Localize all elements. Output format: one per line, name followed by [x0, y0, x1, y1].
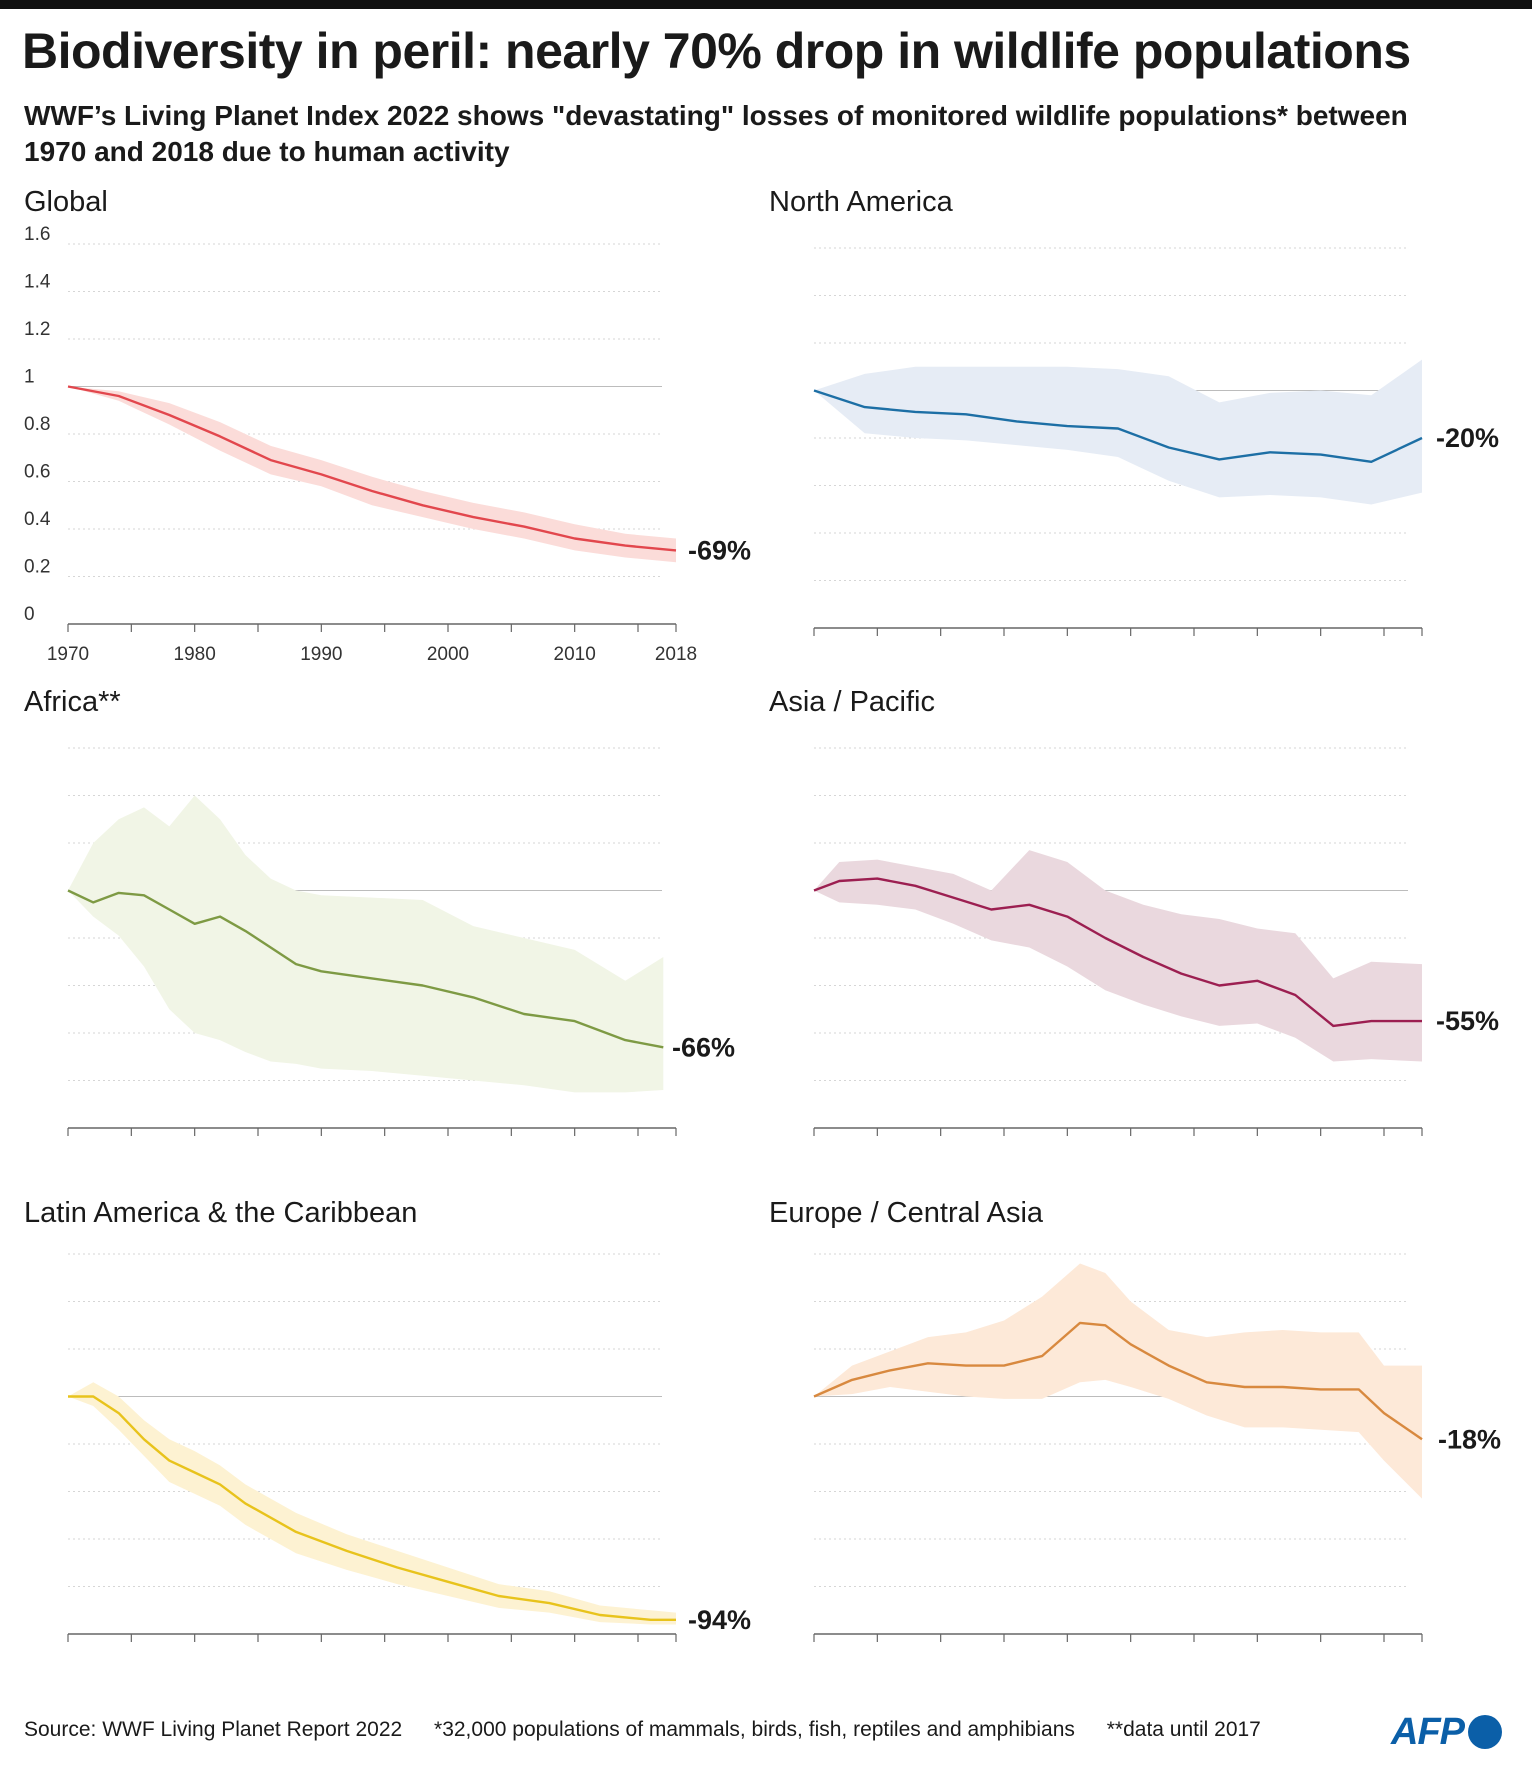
europe-central-asia-index-line: [813, 1321, 1423, 1441]
panel-title-north-america: North America: [769, 186, 953, 218]
north-america-change-label: -20%: [1436, 423, 1499, 453]
global-confidence-band: [68, 386, 676, 563]
europe-central-asia-confidence-band: [814, 1263, 1422, 1499]
afp-logo-dot: [1468, 1715, 1502, 1749]
panel-title-latin-america: Latin America & the Caribbean: [24, 1197, 418, 1229]
charts-canvas: 0 0.2 0.4 0.6 0.8 1 1.2 1.4 1.6 1970 1980 1990 2000 2…: [24, 224, 1501, 1642]
footer-note-populations: *32,000 populations of mammals, birds, f…: [434, 1718, 1075, 1741]
latin-america-the-caribbean-index-line: [68, 1395, 676, 1621]
global-index-line: [67, 385, 677, 552]
x-tick-label: 1990: [300, 644, 342, 665]
footer-note-africa: **data until 2017: [1106, 1718, 1261, 1741]
x-tick-label: 2018: [655, 644, 697, 665]
panel-title-global: Global: [24, 186, 108, 218]
afp-logo-text: AFP: [1391, 1710, 1465, 1753]
y-tick-label: 1.2: [24, 319, 50, 340]
asia-pacific-confidence-band: [814, 850, 1422, 1062]
y-tick-label: 1.6: [24, 224, 50, 245]
africa-index-line: [67, 889, 664, 1049]
africa-change-label: -66%: [672, 1032, 735, 1062]
page-title: Biodiversity in peril: nearly 70% drop i…: [22, 23, 1411, 79]
global-change-label: -69%: [688, 535, 751, 565]
latin-america-the-caribbean-change-label: -94%: [688, 1605, 751, 1635]
africa-confidence-band: [68, 795, 664, 1093]
y-tick-label: 1.4: [24, 272, 51, 293]
y-tick-label: 0.6: [24, 462, 50, 483]
x-tick-label: 1980: [174, 644, 216, 665]
x-tick-label: 1970: [47, 644, 89, 665]
latin-america-the-caribbean-confidence-band: [68, 1382, 676, 1625]
y-tick-label: 0: [24, 604, 35, 625]
page-subtitle: WWF’s Living Planet Index 2022 shows "de…: [24, 100, 1408, 167]
europe-central-asia-change-label: -18%: [1438, 1424, 1501, 1454]
north-america-index-line: [813, 389, 1423, 463]
panel-title-asia-pacific: Asia / Pacific: [769, 686, 935, 718]
footer: Source: WWF Living Planet Report 2022 *3…: [24, 1718, 1287, 1742]
footer-source: Source: WWF Living Planet Report 2022: [24, 1718, 403, 1741]
north-america-confidence-band: [814, 359, 1422, 505]
y-tick-label: 0.8: [24, 414, 50, 435]
asia-pacific-index-line: [813, 877, 1422, 1028]
x-tick-label: 2010: [554, 644, 596, 665]
x-tick-label: 2000: [427, 644, 469, 665]
asia-pacific-change-label: -55%: [1436, 1006, 1499, 1036]
panel-title-africa: Africa**: [24, 686, 121, 718]
top-rule: [0, 0, 1532, 9]
y-tick-label: 0.4: [24, 509, 51, 530]
y-tick-label: 1: [24, 367, 35, 388]
afp-logo: AFP: [1391, 1707, 1502, 1757]
y-tick-label: 0.2: [24, 557, 50, 578]
panel-title-europe-central-asia: Europe / Central Asia: [769, 1197, 1044, 1229]
